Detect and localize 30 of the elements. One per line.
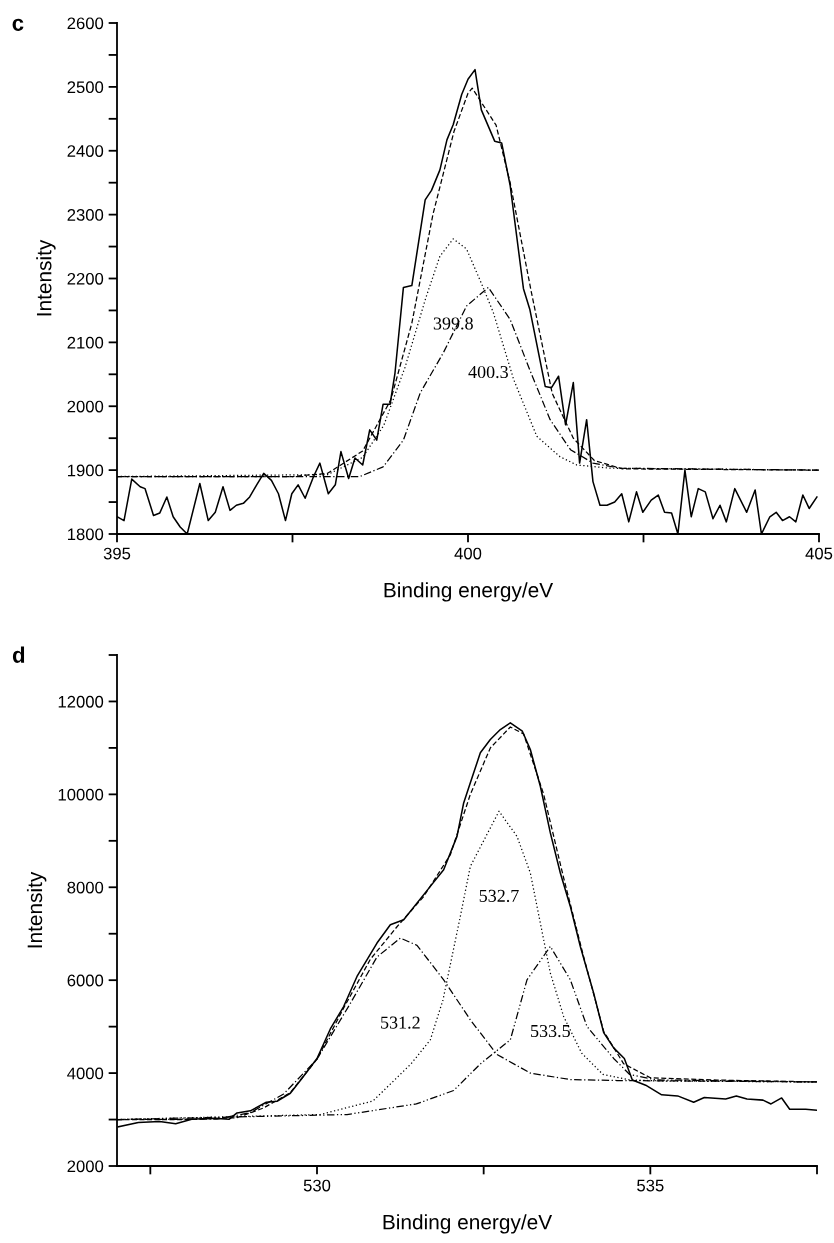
y-tick-label: 1900 (68, 464, 104, 477)
y-axis-title: Intensity (26, 871, 47, 948)
y-tick-label: 8000 (67, 881, 104, 894)
annotation: 400.3 (468, 365, 508, 379)
chart-title: d (12, 646, 25, 663)
x-tick-label: 395 (103, 547, 131, 560)
x-tick-label: 530 (303, 1179, 331, 1192)
y-axis-title: Intensity (36, 239, 56, 316)
x-tick-label: 535 (637, 1179, 664, 1192)
y-tick-label: 4000 (67, 1067, 104, 1080)
y-tick-label: 12000 (58, 695, 104, 708)
chart-title: c (12, 18, 24, 31)
y-tick-label: 2000 (67, 400, 104, 413)
y-tick-label: 2200 (67, 272, 104, 285)
y-tick-label: 6000 (67, 974, 104, 987)
annotation: 533.5 (531, 1024, 570, 1038)
x-axis-title: Binding energy/eV (383, 1214, 553, 1234)
x-tick-label: 400 (454, 547, 482, 560)
y-tick-label: 10000 (58, 788, 104, 801)
annotation: 532.7 (479, 889, 519, 902)
x-axis-title: Binding energy/eV (384, 582, 554, 602)
y-tick-label: 2600 (67, 17, 104, 30)
annotation: 531.2 (381, 1016, 420, 1029)
x-tick-label: 405 (805, 547, 833, 560)
y-tick-label: 1800 (68, 528, 104, 541)
y-tick-label: 2000 (67, 1160, 104, 1173)
y-tick-label: 2300 (67, 209, 104, 221)
y-tick-label: 2100 (67, 336, 104, 349)
y-tick-label: 2500 (67, 81, 104, 94)
y-tick-label: 2400 (67, 145, 104, 157)
